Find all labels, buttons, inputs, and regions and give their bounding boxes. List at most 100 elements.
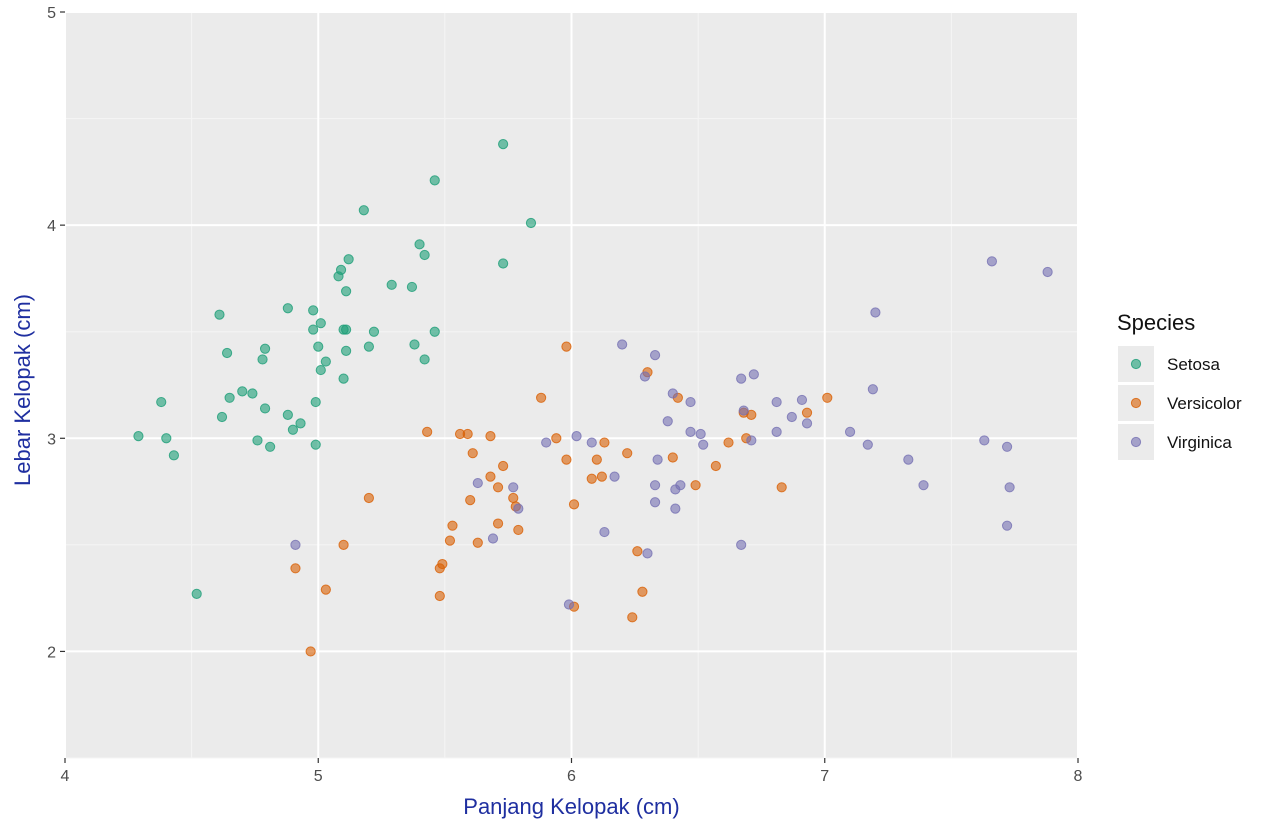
legend-label-versicolor: Versicolor [1167,394,1242,413]
point-setosa [335,264,347,276]
point-setosa [133,431,144,442]
y-axis: 2 3 4 5 [47,5,65,661]
point-setosa [247,388,258,399]
point-setosa [419,249,430,261]
point-versicolor [801,407,813,418]
point-virginica [748,369,759,380]
x-axis: 4 5 6 7 8 [61,758,1083,785]
point-versicolor [723,437,734,448]
point-versicolor [586,473,597,484]
point-versicolor [338,539,349,550]
point-versicolor [637,586,648,597]
legend-marker-versicolor [1130,397,1142,409]
point-setosa [168,450,179,461]
point-setosa [363,341,374,352]
point-virginica [586,437,597,448]
point-setosa [265,441,276,452]
y-axis-title: Lebar Kelopak (cm) [10,294,35,486]
point-setosa [358,205,369,216]
point-versicolor [599,437,610,448]
point-virginica [662,416,673,427]
legend: Species Setosa Versicolor Virginica [1117,310,1242,460]
y-tick-label: 5 [47,5,56,22]
point-virginica [870,307,881,318]
point-versicolor [822,392,833,403]
point-virginica [649,480,661,491]
point-versicolor [551,433,562,444]
point-setosa [287,424,299,435]
point-setosa [338,373,349,384]
point-versicolor [690,480,701,491]
point-virginica [685,396,696,408]
point-setosa [498,139,509,150]
point-setosa [498,258,509,269]
point-virginica [1001,441,1013,452]
point-virginica [801,418,813,429]
point-setosa [525,217,537,229]
point-virginica [649,497,661,508]
point-setosa [257,354,268,365]
y-tick-label: 4 [47,218,56,235]
point-setosa [221,347,233,359]
x-tick-label: 5 [314,768,323,785]
point-virginica [979,435,990,446]
point-versicolor [485,471,496,482]
data-points [133,139,1053,657]
point-versicolor [632,546,643,557]
point-setosa [282,303,293,314]
point-virginica [796,394,808,406]
point-versicolor [498,460,509,472]
legend-marker-setosa [1130,358,1142,370]
point-setosa [282,409,293,420]
legend-marker-virginica [1130,436,1142,448]
point-setosa [161,433,172,444]
point-setosa [315,364,326,376]
point-setosa [224,392,235,403]
point-setosa [308,324,319,335]
point-setosa [252,435,263,446]
point-virginica [649,350,661,361]
point-virginica [508,482,519,493]
point-virginica [862,439,873,450]
legend-label-virginica: Virginica [1167,433,1232,452]
point-versicolor [447,520,458,531]
point-setosa [295,418,306,429]
point-virginica [1042,266,1053,278]
point-versicolor [568,499,580,510]
point-setosa [429,326,440,337]
y-tick-label: 3 [47,431,56,448]
point-setosa [429,175,440,186]
x-tick-label: 8 [1074,768,1083,785]
point-virginica [736,539,747,550]
point-virginica [541,437,552,448]
point-setosa [368,326,380,337]
point-virginica [738,405,749,416]
x-tick-label: 4 [61,768,70,785]
point-virginica [639,371,651,382]
point-virginica [670,503,681,514]
point-virginica [771,396,782,408]
point-setosa [191,588,202,599]
point-virginica [698,439,709,450]
point-virginica [513,503,524,514]
legend-label-setosa: Setosa [1167,355,1220,374]
point-versicolor [320,584,331,595]
point-versicolor [422,426,433,437]
y-tick-label: 2 [47,644,56,661]
point-versicolor [746,409,757,420]
point-versicolor [667,452,678,463]
point-versicolor [513,524,524,536]
point-virginica [903,454,914,465]
point-setosa [214,309,225,320]
point-setosa [406,281,418,293]
point-versicolor [561,341,572,352]
point-setosa [414,239,425,250]
point-versicolor [485,431,496,442]
point-versicolor [596,471,607,482]
point-setosa [419,354,430,365]
point-virginica [695,428,706,440]
x-tick-label: 6 [567,768,576,785]
point-versicolor [591,454,602,465]
point-versicolor [776,482,787,493]
point-virginica [563,599,575,610]
